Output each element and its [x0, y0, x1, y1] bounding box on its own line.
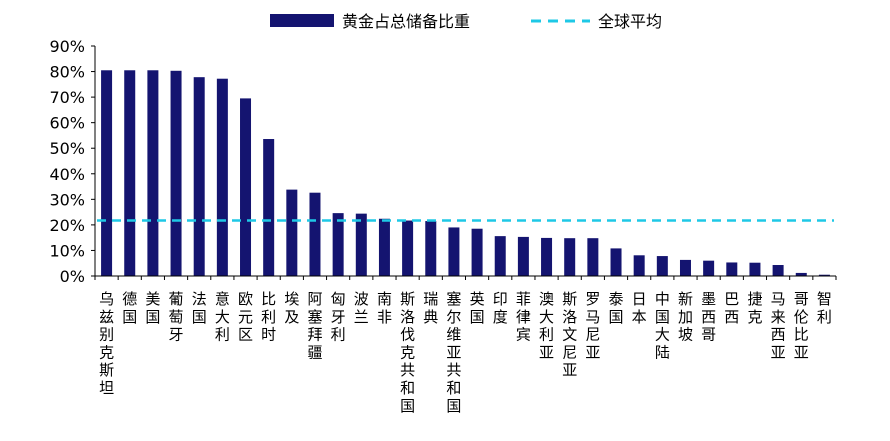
category-label: 乌兹别克斯坦	[99, 290, 114, 397]
y-tick-label: 50%	[49, 139, 85, 158]
bar	[494, 236, 506, 276]
category-label: 美国	[145, 290, 160, 326]
category-label: 法国	[192, 290, 207, 326]
category-label: 捷克	[747, 290, 762, 326]
legend-label-gold-share: 黄金占总储备比重	[342, 12, 470, 31]
category-label: 智利	[817, 290, 832, 326]
category-labels: 乌兹别克斯坦德国美国葡萄牙法国意大利欧元区比利时埃及阿塞拜疆匈牙利波兰南非斯洛伐…	[99, 290, 832, 415]
y-tick-label: 40%	[49, 165, 85, 184]
y-tick-label: 90%	[49, 37, 85, 56]
bar	[517, 236, 529, 276]
bar	[263, 139, 275, 276]
category-label: 斯洛伐克共和国	[400, 290, 415, 415]
category-label: 哥伦比亚	[794, 290, 809, 361]
bar	[749, 262, 761, 276]
category-label: 印度	[493, 290, 508, 326]
y-tick-label: 60%	[49, 114, 85, 133]
bar	[193, 77, 205, 277]
bar	[240, 98, 252, 276]
category-label: 墨西哥	[701, 290, 716, 344]
category-label: 比利时	[261, 290, 276, 344]
category-label: 波兰	[354, 290, 369, 326]
bar	[541, 237, 553, 276]
category-label: 德国	[122, 290, 137, 326]
category-label: 泰国	[609, 290, 624, 326]
bar	[309, 192, 321, 276]
bar	[425, 221, 437, 276]
bar	[772, 265, 784, 276]
bar	[332, 213, 344, 276]
bar	[610, 248, 622, 276]
category-label: 澳大利亚	[539, 290, 554, 361]
bar	[633, 255, 645, 276]
category-label: 埃及	[284, 290, 299, 326]
bar	[101, 70, 113, 276]
bar	[564, 238, 576, 276]
legend: 黄金占总储备比重 全球平均	[270, 12, 662, 31]
bar	[124, 70, 136, 276]
bar	[656, 256, 668, 276]
bar	[378, 218, 390, 276]
category-label: 意大利	[215, 290, 230, 344]
x-axis	[94, 275, 837, 280]
bar	[587, 238, 599, 276]
category-label: 巴西	[724, 290, 739, 326]
bar	[703, 260, 715, 276]
bar	[448, 227, 460, 276]
bars	[101, 70, 830, 277]
bar	[402, 220, 414, 276]
y-tick-label: 20%	[49, 216, 85, 235]
bar	[147, 70, 159, 276]
bar	[818, 274, 830, 276]
category-label: 塞尔维亚共和国	[446, 290, 461, 415]
bar	[170, 70, 182, 276]
bar	[216, 78, 228, 277]
category-label: 阿塞拜疆	[307, 290, 322, 361]
bar	[355, 213, 367, 276]
legend-label-global-average: 全球平均	[598, 12, 662, 31]
category-label: 中国大陆	[655, 290, 670, 361]
category-label: 匈牙利	[331, 290, 346, 344]
y-tick-label: 80%	[49, 63, 85, 82]
category-label: 菲律宾	[516, 290, 531, 344]
bar	[286, 189, 298, 276]
y-axis: 0% 10% 20% 30% 40% 50% 60% 70% 80% 90%	[49, 37, 96, 286]
category-label: 马来西亚	[771, 290, 786, 361]
y-tick-label: 0%	[60, 267, 85, 286]
category-label: 新加坡	[678, 290, 693, 344]
legend-swatch-gold-share	[270, 14, 334, 27]
y-tick-label: 10%	[49, 241, 85, 260]
bar	[471, 228, 483, 276]
category-label: 英国	[470, 290, 485, 326]
category-label: 日本	[632, 290, 647, 326]
category-label: 南非	[377, 290, 392, 326]
bar	[679, 259, 691, 276]
bar	[726, 262, 738, 276]
y-tick-label: 70%	[49, 88, 85, 107]
category-label: 斯洛文尼亚	[562, 290, 577, 379]
category-label: 瑞典	[423, 290, 438, 326]
category-label: 罗马尼亚	[585, 290, 600, 361]
category-label: 葡萄牙	[169, 290, 184, 344]
category-label: 欧元区	[238, 290, 253, 344]
bar	[795, 272, 807, 276]
y-tick-label: 30%	[49, 190, 85, 209]
